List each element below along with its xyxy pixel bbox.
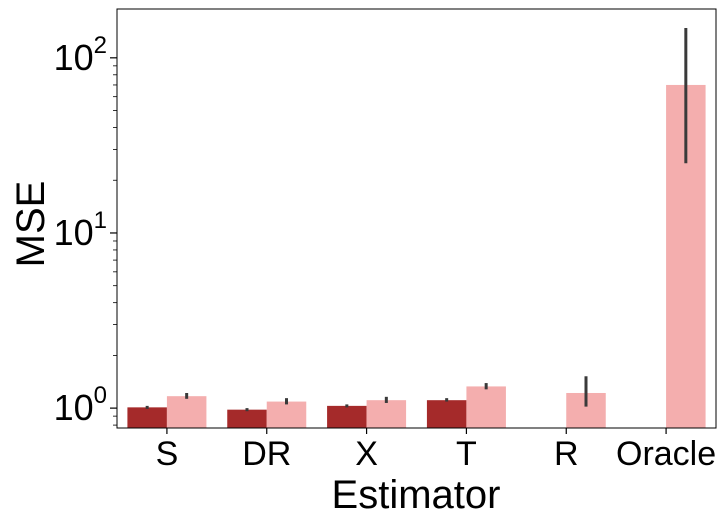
bar-dr-series1 xyxy=(227,409,267,428)
y-axis-ticks: 100 101 102 xyxy=(54,32,117,428)
bar-dr-series2 xyxy=(266,401,307,428)
x-tick-label: DR xyxy=(242,435,291,473)
bar-t-series1 xyxy=(426,400,467,428)
y-axis-label: MSE xyxy=(9,181,53,268)
plot-frame xyxy=(116,8,717,429)
x-axis-label: Estimator xyxy=(332,473,501,517)
bar-s-series2 xyxy=(166,396,207,428)
bar-s-series1 xyxy=(127,407,167,428)
x-axis-ticks: S DR X T R Oracle xyxy=(156,428,716,473)
bar-x-series2 xyxy=(366,400,407,428)
x-tick-label: X xyxy=(355,435,378,473)
y-tick-label: 100 xyxy=(54,382,107,428)
errorbars-layer xyxy=(145,28,688,412)
y-tick-label: 102 xyxy=(54,32,107,78)
bars-layer xyxy=(127,84,706,429)
x-tick-label: Oracle xyxy=(616,435,716,473)
x-tick-label: S xyxy=(156,435,179,473)
x-tick-label: R xyxy=(554,435,579,473)
y-tick-label: 101 xyxy=(54,207,107,253)
bar-t-series2 xyxy=(466,386,506,428)
bar-x-series1 xyxy=(327,405,367,428)
x-tick-label: T xyxy=(456,435,477,473)
